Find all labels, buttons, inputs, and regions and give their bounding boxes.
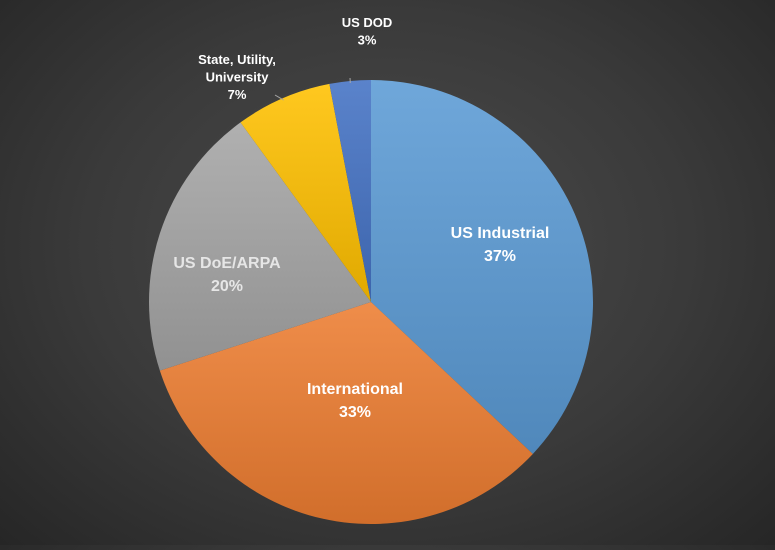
data-label-category: University: [206, 70, 270, 85]
data-label-category: International: [307, 381, 403, 398]
data-label-category: US DOD: [342, 15, 393, 30]
data-label-value: 20%: [211, 278, 243, 295]
data-label-category: State, Utility,: [198, 52, 276, 67]
data-label-value: 7%: [228, 87, 247, 102]
data-label-category: US DoE/ARPA: [173, 255, 281, 272]
data-label-us-dod: US DOD 3%: [342, 15, 393, 48]
data-label-category: US Industrial: [451, 225, 550, 242]
data-label-value: 33%: [339, 404, 371, 421]
slices-layer: [149, 80, 593, 524]
data-label-state-utility-university: State, Utility, University 7%: [198, 52, 276, 102]
data-label-value: 3%: [358, 33, 377, 48]
data-label-value: 37%: [484, 248, 516, 265]
leader-line: [275, 95, 284, 100]
